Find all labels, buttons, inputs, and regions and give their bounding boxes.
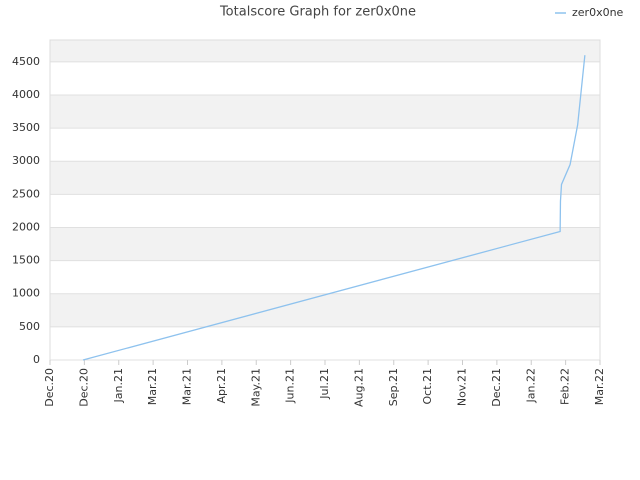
plot-band: [50, 94, 600, 129]
x-tick-label: Oct.21: [421, 368, 434, 405]
x-tick-label: May.21: [249, 368, 262, 407]
x-tick-label: Jun.21: [284, 368, 297, 404]
x-tick-label: Aug.21: [352, 368, 365, 407]
x-tick-label: Dec.20: [43, 368, 56, 407]
y-tick-label: 2500: [12, 187, 40, 200]
x-tick-label: Nov.21: [456, 368, 469, 406]
x-tick-label: Dec.21: [490, 368, 503, 407]
x-tick-label: Jan.21: [112, 368, 125, 403]
x-tick-label: Jul.21: [318, 368, 331, 400]
y-tick-label: 3000: [12, 154, 40, 167]
y-tick-label: 500: [19, 320, 40, 333]
x-tick-label: Feb.22: [559, 368, 572, 405]
plot-band: [50, 161, 600, 195]
y-tick-label: 1500: [12, 254, 40, 267]
x-tick-label: Mar.21: [146, 368, 159, 405]
x-tick-label: Dec.20: [77, 368, 90, 407]
x-tick-label: Apr.21: [215, 368, 228, 404]
line-series: [82, 55, 586, 361]
y-tick-label: 4500: [12, 55, 40, 68]
legend-label: zer0x0ne: [572, 6, 624, 19]
chart-title: Totalscore Graph for zer0x0ne: [219, 5, 416, 20]
plot-band: [50, 40, 600, 62]
plot-band: [50, 227, 600, 261]
y-tick-label: 3500: [12, 121, 40, 134]
x-tick-label: Mar.22: [593, 368, 606, 405]
x-tick-label: Jan.22: [524, 368, 537, 403]
x-tick-label: Mar.21: [181, 368, 194, 405]
y-tick-label: 4000: [12, 88, 40, 101]
x-tick-label: Sep.21: [387, 368, 400, 406]
y-tick-label: 2000: [12, 220, 40, 233]
plot-band: [50, 293, 600, 327]
y-tick-label: 1000: [12, 287, 40, 300]
y-tick-label: 0: [33, 353, 40, 366]
